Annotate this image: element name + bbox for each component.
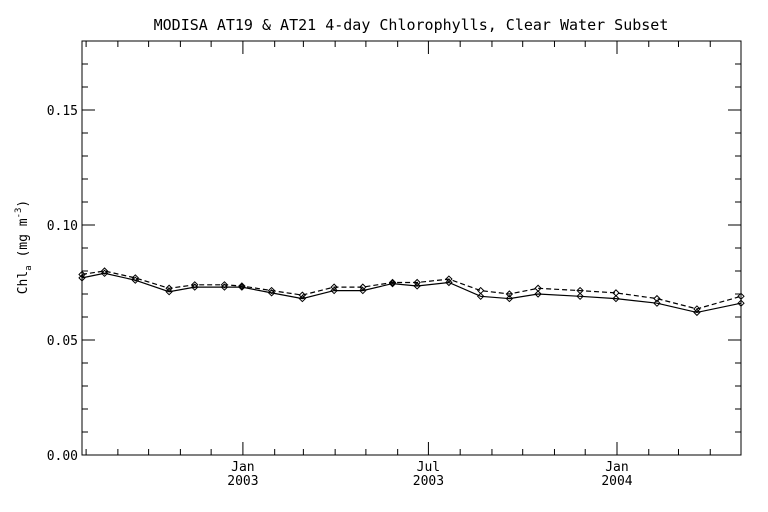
y-label-unit-open: (mg m	[16, 218, 31, 265]
y-label-unit-exp: -3	[14, 208, 24, 219]
series-2-point	[476, 286, 485, 295]
series-2-point	[131, 274, 140, 282]
series-2-point	[653, 294, 661, 303]
plot-frame	[81, 40, 742, 456]
x-tick-label-year: 2004	[601, 474, 632, 489]
x-tick-label-year: 2003	[227, 474, 258, 489]
series-1-point	[505, 294, 514, 303]
y-tick-label: 0.15	[47, 104, 78, 119]
series-1-point	[576, 292, 584, 301]
series-1-point	[476, 292, 485, 301]
series-2-line	[81, 270, 742, 310]
series-2-point	[612, 289, 620, 297]
series-2-point	[165, 284, 173, 292]
series-2-point	[505, 290, 514, 298]
series-2-point	[100, 267, 109, 275]
series-2-point	[693, 305, 701, 313]
series-2-point	[330, 283, 338, 291]
series-2-point	[576, 286, 584, 295]
series-1-point	[612, 294, 620, 303]
series-2-point	[388, 278, 397, 287]
series-1-point	[445, 278, 453, 287]
series-1-point	[330, 286, 338, 295]
series-2-point	[220, 281, 229, 289]
x-tick-label: Jan	[605, 460, 628, 475]
series-2-point	[191, 281, 199, 289]
y-label-unit-close: )	[16, 200, 31, 208]
series-2-point	[445, 275, 453, 283]
series-2-point	[238, 282, 246, 290]
series-2-point	[298, 291, 307, 299]
series-1-point	[359, 286, 367, 295]
series-1-point	[693, 308, 701, 317]
x-tick-label-year: 2003	[413, 474, 444, 489]
series-2-point	[267, 286, 276, 295]
series-2-point	[413, 278, 421, 287]
y-tick-label: 0.05	[47, 334, 78, 349]
series-1-point	[534, 290, 542, 298]
series-1-point	[298, 294, 307, 303]
chart-title: MODISA AT19 & AT21 4-day Chlorophylls, C…	[154, 16, 669, 34]
y-axis-label: Chla (mg m-3)	[14, 200, 34, 295]
y-tick-label: 0.00	[47, 449, 78, 464]
series-1-point	[413, 282, 421, 290]
series-layer	[78, 267, 745, 317]
x-tick-label: Jan	[231, 460, 254, 475]
y-label-base: Chl	[16, 271, 31, 294]
y-label-subscript: a	[24, 265, 34, 270]
y-tick-label: 0.10	[47, 219, 78, 234]
series-2-point	[359, 283, 367, 291]
series-2-point	[534, 284, 542, 292]
series-1-point	[653, 299, 661, 307]
x-tick-label: Jul	[417, 460, 440, 475]
series-1-line	[81, 272, 742, 314]
series-1-point	[165, 287, 173, 296]
